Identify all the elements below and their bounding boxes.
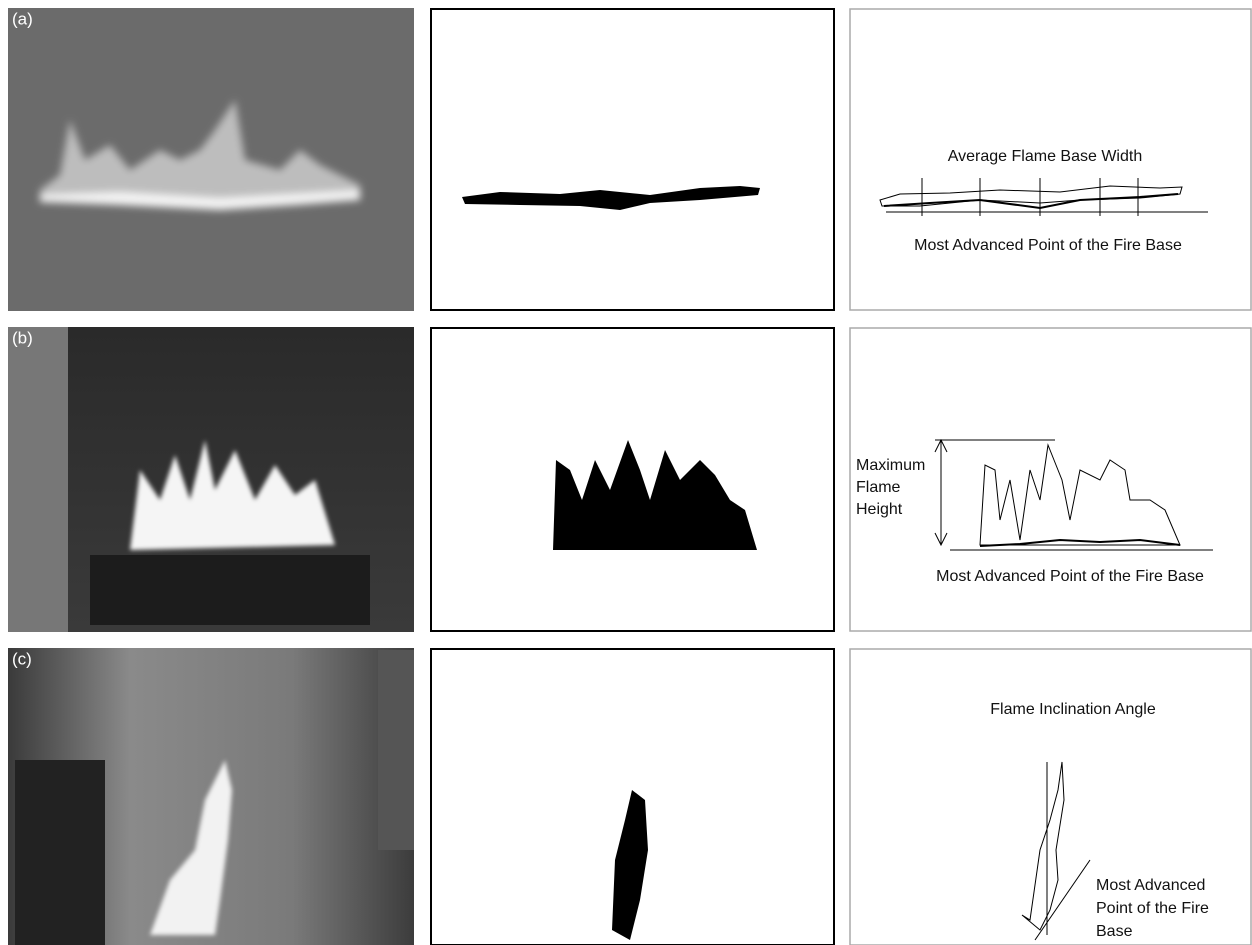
panel-label: (a) [12, 9, 33, 28]
figure: (a) Average Flame Base Width Most Advanc… [0, 0, 1252, 945]
annotation: Average Flame Base Width [948, 148, 1142, 165]
panel [850, 328, 1251, 631]
annotation: Most Advanced [1096, 877, 1205, 894]
panel-label: (c) [12, 649, 32, 668]
annotation: Flame Inclination Angle [990, 701, 1156, 718]
annotation: Most Advanced Point of the Fire Base [914, 237, 1182, 254]
row-c: (c) Flame Inclination Angle Most Advance… [8, 648, 1251, 945]
annotation: Maximum [856, 457, 925, 474]
photo-detail [8, 327, 68, 632]
photo-detail [378, 650, 414, 850]
annotation: Most Advanced Point of the Fire Base [936, 568, 1204, 585]
row-b: (b) Maximum Flame Height Most Advanced P… [8, 327, 1251, 632]
photo-detail [90, 555, 370, 625]
annotation: Base [1096, 923, 1133, 940]
annotation: Flame [856, 479, 901, 496]
panel [431, 9, 834, 310]
row-a: (a) Average Flame Base Width Most Advanc… [8, 8, 1251, 311]
photo-detail [15, 760, 105, 945]
panel-label: (b) [12, 328, 33, 347]
annotation: Point of the Fire [1096, 900, 1209, 917]
annotation: Height [856, 501, 903, 518]
